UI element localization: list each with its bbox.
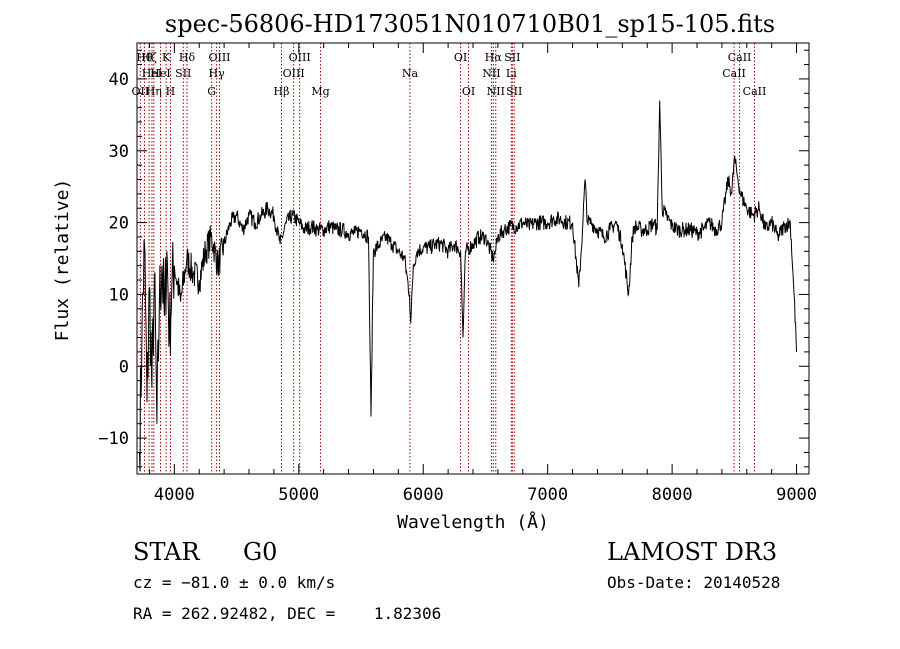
line-label: CaII (728, 51, 752, 64)
line-label: OII (132, 85, 150, 98)
y-axis-label: Flux (relative) (52, 179, 73, 342)
line-label: OI (454, 51, 467, 64)
line-label: Hη (146, 85, 162, 98)
line-label: Hγ (209, 67, 226, 80)
line-label: Hδ (179, 51, 196, 64)
redshift-value: cz = −81.0 ± 0.0 km/s (133, 573, 336, 592)
emission-line-markers (139, 43, 755, 474)
line-label: Li (506, 67, 517, 80)
line-label: HeI (142, 67, 162, 80)
line-label: Hθ (136, 51, 153, 64)
line-label: H (166, 85, 176, 98)
line-label: OIII (208, 51, 230, 64)
y-tick-label: 10 (109, 285, 129, 305)
x-tick-label: 5000 (278, 485, 319, 505)
line-label: OIII (283, 67, 305, 80)
line-label: HeI (150, 67, 170, 80)
y-tick-label: −10 (98, 429, 129, 449)
y-tick-label: 0 (119, 357, 129, 377)
x-tick-label: 4000 (154, 485, 195, 505)
emission-line-labels: OIIHθHζHeIHηHeIKHSIIHδGHγOIIIHβOIIIOIIIM… (132, 51, 767, 98)
line-label: K (162, 51, 171, 64)
line-label: Hα (485, 51, 503, 64)
y-tick-label: 20 (109, 214, 129, 234)
line-label: SII (175, 67, 191, 80)
x-axis-ticks: 4000 5000 6000 7000 8000 9000 (148, 43, 817, 505)
x-tick-label: 8000 (652, 485, 693, 505)
x-axis-label: Wavelength (Å) (397, 511, 549, 533)
line-label: NII (482, 67, 500, 80)
line-label: OI (462, 85, 475, 98)
line-label: Hζ (141, 51, 157, 64)
y-tick-label: 30 (109, 142, 129, 162)
x-tick-label: 9000 (776, 485, 817, 505)
line-label: SII (506, 85, 522, 98)
plot-frame (136, 42, 810, 475)
line-label: Mg (311, 85, 329, 98)
x-tick-label: 7000 (527, 485, 568, 505)
line-label: NII (487, 85, 505, 98)
line-label: OIII (289, 51, 311, 64)
chart-title: spec-56806-HD173051N010710B01_sp15-105.f… (165, 10, 775, 38)
line-label: Hβ (274, 85, 290, 98)
spectrum-line (139, 100, 798, 472)
object-class: STAR (133, 538, 200, 566)
observation-date: Obs-Date: 20140528 (607, 573, 781, 592)
y-axis-ticks: −10 0 10 20 30 40 (98, 49, 809, 468)
line-label: SII (504, 51, 520, 64)
line-label: G (207, 85, 216, 98)
y-tick-label: 40 (109, 70, 129, 90)
line-label: Na (402, 67, 419, 80)
spectrum-chart: spec-56806-HD173051N010710B01_sp15-105.f… (52, 10, 817, 533)
line-label: CaII (722, 67, 746, 80)
subclass: G0 (243, 538, 278, 566)
x-tick-label: 6000 (403, 485, 444, 505)
survey-name: LAMOST DR3 (607, 538, 778, 566)
line-label: CaII (743, 85, 767, 98)
coordinates: RA = 262.92482, DEC = 1.82306 (133, 604, 442, 623)
